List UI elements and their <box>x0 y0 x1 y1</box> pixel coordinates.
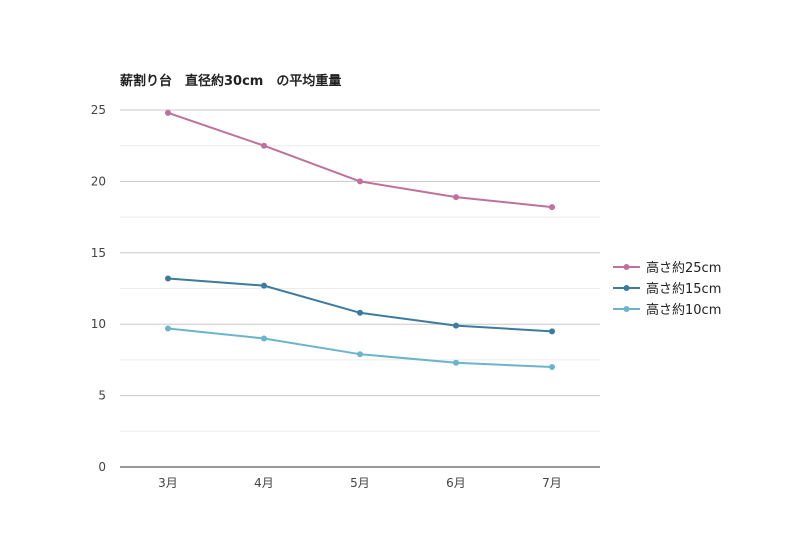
series-line <box>167 111 553 209</box>
x-tick-label: 3月 <box>158 476 178 490</box>
gridlines <box>120 109 600 432</box>
data-point[interactable] <box>261 142 267 149</box>
legend: 高さ約25cm 高さ約15cm 高さ約10cm <box>613 260 721 318</box>
legend-label: 高さ約10cm <box>646 302 721 318</box>
data-point[interactable] <box>453 322 459 329</box>
data-point[interactable] <box>357 351 363 358</box>
data-point[interactable] <box>165 325 171 332</box>
data-point[interactable] <box>261 335 267 342</box>
data-point[interactable] <box>549 328 555 335</box>
y-axis-ticks: 0 5 10 15 20 25 <box>91 103 106 474</box>
legend-swatch-marker <box>623 285 630 291</box>
y-tick-label: 20 <box>91 174 106 188</box>
data-point[interactable] <box>549 364 555 371</box>
y-tick-label: 0 <box>98 460 106 474</box>
data-point[interactable] <box>357 309 363 316</box>
legend-item[interactable]: 高さ約10cm <box>613 302 721 318</box>
series-1 <box>165 109 555 211</box>
legend-swatch-marker <box>623 264 630 270</box>
data-point[interactable] <box>453 194 459 201</box>
legend-label: 高さ約15cm <box>646 281 721 297</box>
x-tick-label: 7月 <box>542 476 562 490</box>
x-tick-label: 5月 <box>350 476 370 490</box>
series-group <box>165 109 555 371</box>
data-point[interactable] <box>357 178 363 185</box>
y-tick-label: 15 <box>91 246 106 260</box>
legend-item[interactable]: 高さ約15cm <box>613 281 721 297</box>
series-3 <box>165 325 555 371</box>
legend-item[interactable]: 高さ約25cm <box>613 260 721 276</box>
data-point[interactable] <box>453 359 459 366</box>
x-tick-label: 4月 <box>254 476 274 490</box>
y-tick-label: 10 <box>91 317 106 331</box>
x-tick-label: 6月 <box>446 476 466 490</box>
legend-swatch-marker <box>623 306 630 312</box>
data-point[interactable] <box>165 109 171 116</box>
x-axis-ticks: 3月 4月 5月 6月 7月 <box>158 476 562 490</box>
data-point[interactable] <box>261 282 267 289</box>
y-tick-label: 5 <box>98 389 106 403</box>
series-line <box>167 327 553 369</box>
chart-title: 薪割り台 直径約30cm の平均重量 <box>120 73 341 89</box>
series-2 <box>165 275 555 335</box>
legend-label: 高さ約25cm <box>646 260 721 276</box>
y-tick-label: 25 <box>91 103 106 117</box>
data-point[interactable] <box>165 275 171 282</box>
series-line <box>167 277 553 333</box>
data-point[interactable] <box>549 204 555 211</box>
